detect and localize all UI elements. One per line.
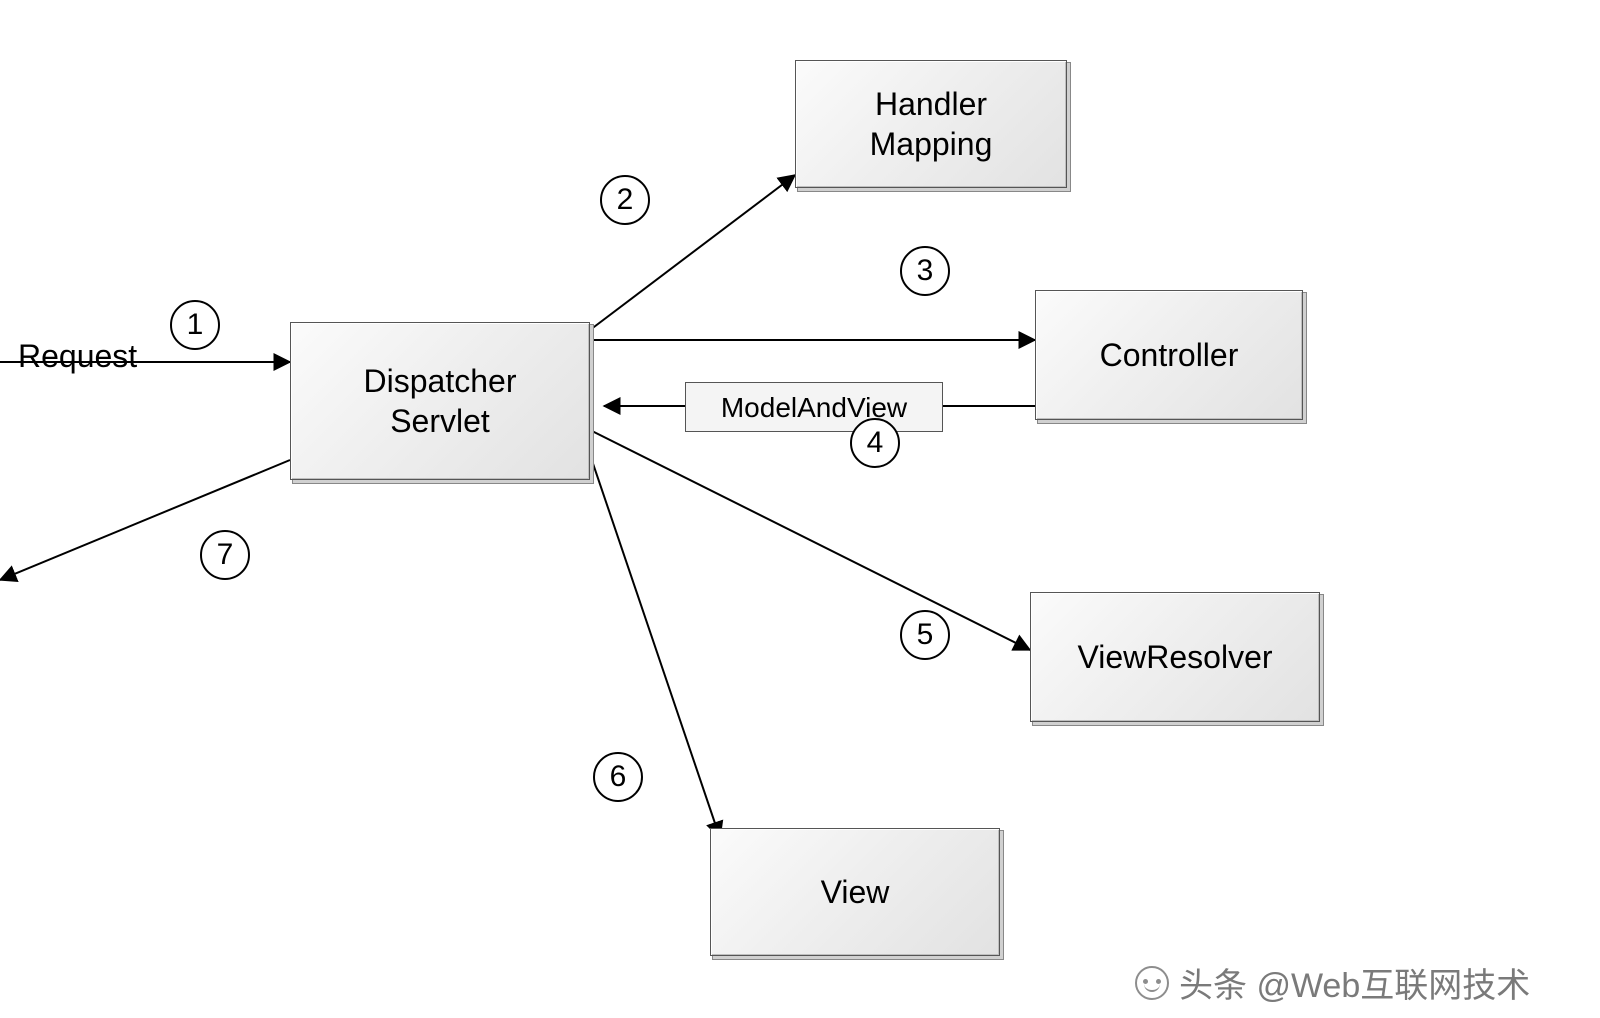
node-view: View [710,828,1000,956]
step-number: 6 [610,760,627,794]
step-6: 6 [593,752,643,802]
watermark-text: 头条 @Web互联网技术 [1179,958,1530,1007]
watermark: 头条 @Web互联网技术 [1135,958,1530,1007]
label-request: Request [18,338,137,375]
node-view-resolver: ViewResolver [1030,592,1320,722]
step-number: 7 [217,538,234,572]
node-label: Dispatcher Servlet [364,361,517,441]
node-dispatcher-servlet: Dispatcher Servlet [290,322,590,480]
step-1: 1 [170,300,220,350]
step-3: 3 [900,246,950,296]
label-text: Request [18,338,137,374]
step-7: 7 [200,530,250,580]
step-4: 4 [850,418,900,468]
step-5: 5 [900,610,950,660]
flowchart-canvas: Dispatcher Servlet Handler Mapping Contr… [0,0,1600,1018]
step-number: 3 [917,254,934,288]
step-number: 1 [187,308,204,342]
node-controller: Controller [1035,290,1303,420]
node-handler-mapping: Handler Mapping [795,60,1067,188]
step-2: 2 [600,175,650,225]
node-label: Controller [1100,335,1239,375]
node-label: View [821,872,890,912]
node-model-and-view: ModelAndView [685,382,943,432]
step-number: 5 [917,618,934,652]
node-label: ViewResolver [1077,637,1272,677]
node-label: Handler Mapping [870,84,993,164]
watermark-icon [1135,966,1169,1000]
step-number: 2 [617,183,634,217]
edge-e5 [590,430,1030,650]
step-number: 4 [867,426,884,460]
